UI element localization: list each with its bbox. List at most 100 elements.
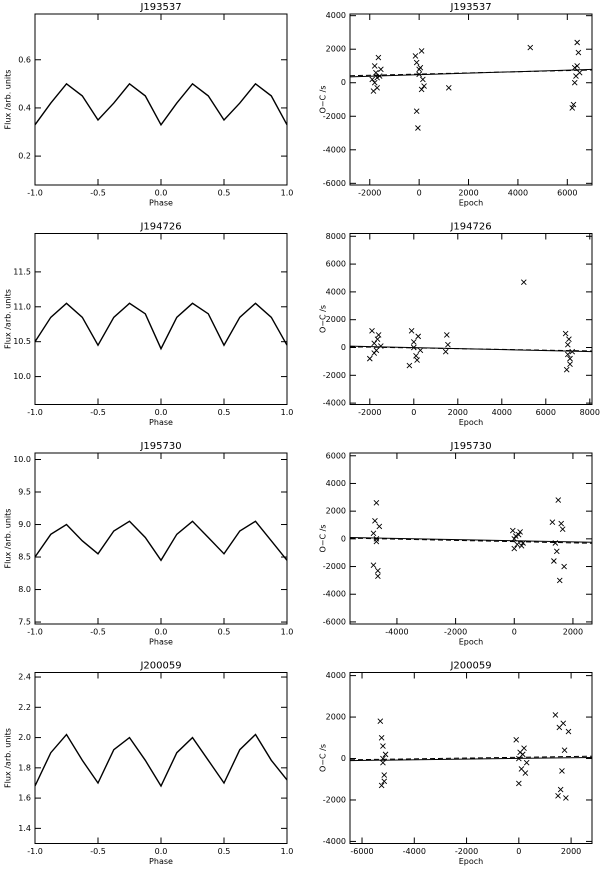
x-tick-label: -0.5 [90,847,106,856]
data-point [558,520,565,527]
y-tick-label: 6000 [326,260,346,269]
y-axis-label: O−C /s [319,525,328,553]
y-tick-label: -6000 [323,179,346,188]
data-point [378,782,385,789]
data-point [521,745,527,751]
y-axis-label: Flux /arb. units [4,509,13,569]
data-point [374,84,380,91]
plot-frame [34,13,288,186]
x-tick-label: -0.5 [90,408,106,417]
y-tick-label: -4000 [323,399,346,408]
y-tick-label: -2000 [323,562,346,571]
data-point [522,770,529,776]
y-tick-label: 2000 [326,45,346,54]
y-tick-label: 4000 [326,479,346,488]
data-point [366,355,373,362]
data-point [371,350,378,356]
x-tick-label: -2000 [455,847,478,856]
x-tick-label: 0.0 [155,408,168,417]
data-point [416,66,422,73]
y-tick-label: 1.6 [18,794,31,803]
data-point [380,755,386,762]
data-point [514,541,521,548]
y-tick-label: -2000 [323,795,346,804]
fit-line [349,755,593,761]
data-point [516,780,522,787]
data-point [373,536,380,542]
data-point [381,778,388,785]
data-point [562,330,569,337]
fit-line [349,756,593,762]
data-point [511,545,518,552]
y-tick-label: -2000 [323,371,346,380]
data-point [567,361,573,368]
x-axis-label: Epoch [459,199,484,208]
y-tick-label: 2.4 [18,673,31,682]
panel: J193537 Phase Flux /arb. units -1.0 -0.5 0.0 0… [4,2,294,208]
data-point [571,64,578,71]
data-point [559,526,566,532]
data-point [418,48,425,54]
data-point [575,49,582,56]
plot-frame [349,13,593,186]
data-point [415,333,422,340]
y-tick-label: 0.6 [18,55,31,64]
data-point [511,536,518,542]
y-tick-label: 2.2 [18,703,31,712]
y-tick-label: 1.8 [18,763,31,772]
data-point [523,759,530,766]
data-point [561,747,568,754]
data-point [551,558,557,564]
data-point [565,728,572,735]
fit-line [349,536,593,543]
data-point [556,577,563,584]
y-tick-label: 6000 [326,451,346,460]
y-tick-label: 0 [341,534,346,543]
data-point [382,751,389,758]
y-axis-label: O−C /s [319,305,328,333]
y-tick-label: 11.5 [13,267,31,276]
data-point [570,101,577,108]
data-point [509,527,516,534]
data-point [553,548,560,555]
y-tick-label: 8000 [326,232,346,241]
x-tick-label: 0.5 [218,628,231,637]
x-tick-label: -1.0 [27,408,43,417]
y-tick-label: -4000 [323,590,346,599]
fit-line [349,537,593,544]
x-tick-label: 1.0 [281,628,294,637]
x-tick-label: -1.0 [27,628,43,637]
panel: J195730 Epoch O−C /s -4000 -2000 0 2000 -6000 -4… [319,441,593,647]
data-point [408,327,415,334]
data-point [552,540,559,546]
x-tick-label: 0 [417,189,422,198]
phase-curve [34,520,288,562]
data-point [378,66,384,73]
fit-line [349,346,593,352]
x-axis-label: Phase [149,199,173,208]
y-tick-label: 4000 [326,287,346,296]
data-point [413,59,420,66]
data-point [373,538,380,545]
data-point [373,500,380,506]
y-tick-label: 0 [341,343,346,352]
panel-title: J193537 [449,2,491,13]
x-tick-label: 0 [516,847,521,856]
data-point [410,339,417,345]
x-tick-label: 8000 [580,408,600,417]
data-point [445,84,452,91]
data-point [518,542,525,549]
data-point [566,336,572,342]
data-point [375,332,382,338]
data-point [369,327,375,334]
y-axis-label: O−C /s [319,86,328,114]
y-tick-label: 1.4 [18,824,31,833]
x-tick-label: 6000 [557,189,577,198]
data-point [557,786,564,793]
data-point [371,340,378,347]
data-point [564,341,571,348]
data-point [520,540,526,546]
x-axis-label: Phase [149,638,173,647]
data-point [380,743,386,749]
